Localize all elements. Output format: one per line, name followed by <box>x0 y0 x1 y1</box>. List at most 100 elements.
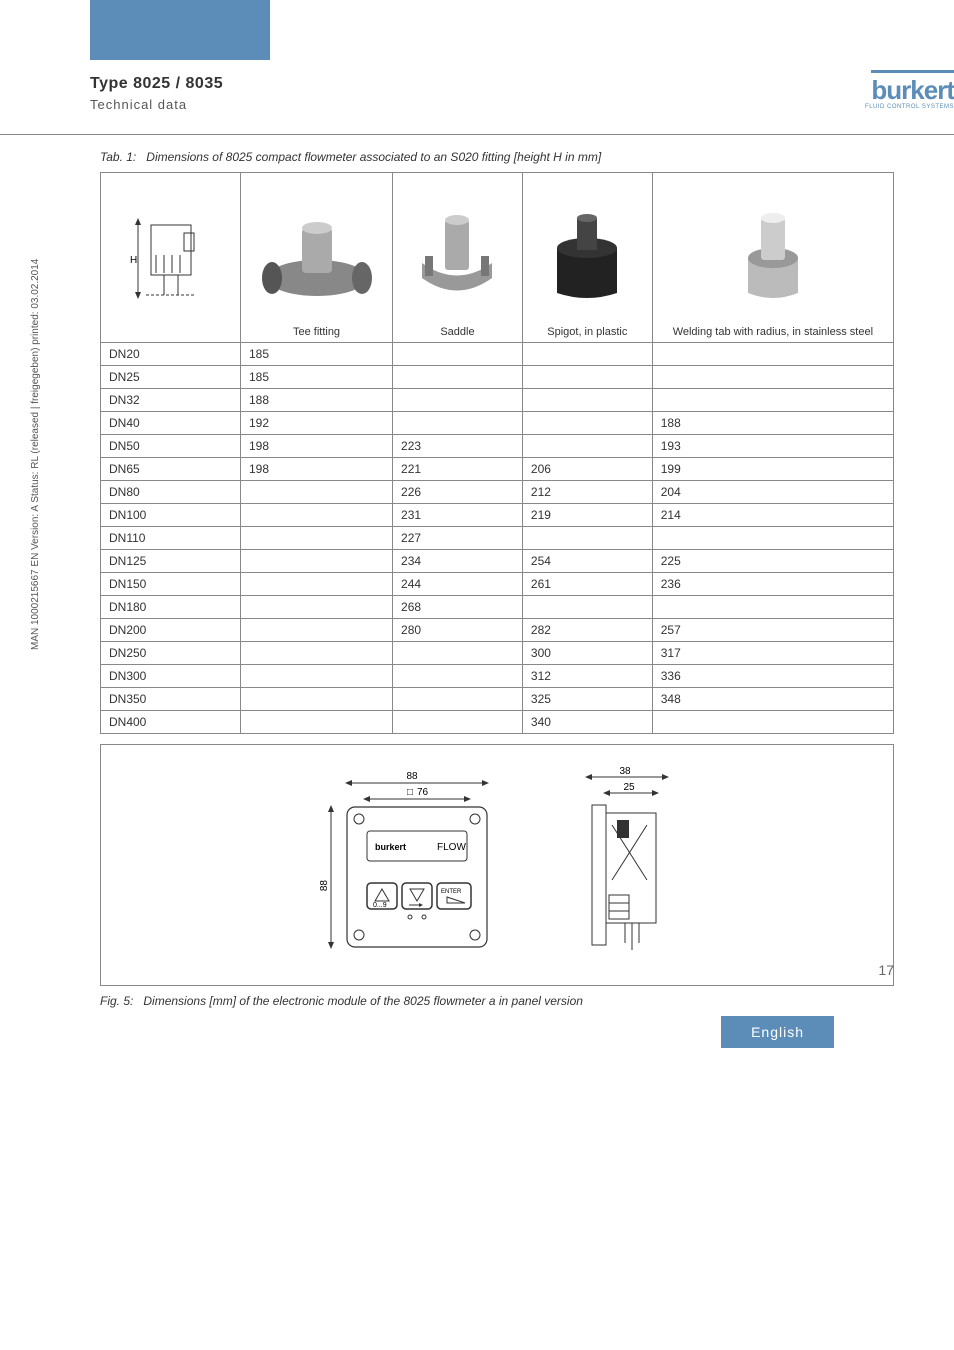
cell-dn: DN65 <box>101 458 241 481</box>
cell-saddle: 223 <box>393 435 523 458</box>
cell-weld: 236 <box>652 573 893 596</box>
cell-spigot <box>522 527 652 550</box>
cell-weld: 188 <box>652 412 893 435</box>
cell-tee <box>241 504 393 527</box>
cell-tee: 198 <box>241 458 393 481</box>
welding-tab-photo <box>661 198 885 318</box>
svg-text:0...9: 0...9 <box>373 902 387 909</box>
cell-dn: DN350 <box>101 688 241 711</box>
col-header-spigot: Spigot, in plastic <box>522 173 652 343</box>
cell-spigot: 312 <box>522 665 652 688</box>
brand-main: burkert <box>871 70 954 106</box>
cell-tee: 185 <box>241 343 393 366</box>
cell-saddle <box>393 389 523 412</box>
cell-dn: DN40 <box>101 412 241 435</box>
table-row: DN300 312336 <box>101 665 894 688</box>
cell-weld: 336 <box>652 665 893 688</box>
col-label-4: Welding tab with radius, in stainless st… <box>661 326 885 338</box>
cell-tee <box>241 573 393 596</box>
cell-tee <box>241 596 393 619</box>
cell-dn: DN125 <box>101 550 241 573</box>
cell-saddle <box>393 711 523 734</box>
type-title: Type 8025 / 8035 <box>90 75 223 93</box>
cell-dn: DN25 <box>101 366 241 389</box>
table-row: DN350325348 <box>101 688 894 711</box>
cell-tee: 192 <box>241 412 393 435</box>
brand-logo: burkert FLUID CONTROL SYSTEMS <box>865 70 954 110</box>
header-title-block: Type 8025 / 8035 Technical data <box>90 75 223 112</box>
table-row: DN80226212204 <box>101 481 894 504</box>
figure5-front-svg: 88 □ 76 burkert FLOW 0...9 ENTER <box>297 765 517 965</box>
cell-weld: 225 <box>652 550 893 573</box>
table-row: DN110227 <box>101 527 894 550</box>
cell-weld: 193 <box>652 435 893 458</box>
tee-fitting-photo <box>249 198 384 318</box>
cell-saddle <box>393 688 523 711</box>
cell-tee <box>241 642 393 665</box>
svg-text:burkert: burkert <box>375 842 406 852</box>
table-header-row: H Tee fitting <box>101 173 894 343</box>
page-header: Type 8025 / 8035 Technical data burkert … <box>0 0 954 120</box>
cell-saddle: 231 <box>393 504 523 527</box>
table1-caption-text: Dimensions of 8025 compact flowmeter ass… <box>146 150 601 164</box>
cell-spigot: 340 <box>522 711 652 734</box>
svg-text:FLOW: FLOW <box>437 842 466 853</box>
header-rule <box>0 134 954 135</box>
cell-spigot <box>522 435 652 458</box>
cell-saddle: 234 <box>393 550 523 573</box>
table-row: DN125 234254225 <box>101 550 894 573</box>
figure5-box: 88 □ 76 burkert FLOW 0...9 ENTER <box>100 744 894 986</box>
cell-spigot: 325 <box>522 688 652 711</box>
cell-saddle <box>393 343 523 366</box>
cell-dn: DN110 <box>101 527 241 550</box>
cell-dn: DN250 <box>101 642 241 665</box>
svg-text:88: 88 <box>319 880 330 892</box>
cell-tee <box>241 481 393 504</box>
cell-saddle: 244 <box>393 573 523 596</box>
cell-spigot: 254 <box>522 550 652 573</box>
cell-tee <box>241 711 393 734</box>
col-header-tee: Tee fitting <box>241 173 393 343</box>
cell-tee <box>241 688 393 711</box>
cell-dn: DN100 <box>101 504 241 527</box>
cell-tee: 188 <box>241 389 393 412</box>
cell-dn: DN200 <box>101 619 241 642</box>
cell-weld <box>652 366 893 389</box>
cell-saddle <box>393 366 523 389</box>
cell-tee <box>241 527 393 550</box>
cell-spigot <box>522 366 652 389</box>
cell-weld: 214 <box>652 504 893 527</box>
cell-spigot <box>522 343 652 366</box>
svg-text:76: 76 <box>417 787 429 798</box>
cell-weld: 199 <box>652 458 893 481</box>
cell-saddle: 221 <box>393 458 523 481</box>
table-row: DN200280282257 <box>101 619 894 642</box>
spigot-photo <box>531 198 644 318</box>
table-row: DN100231219214 <box>101 504 894 527</box>
cell-spigot: 212 <box>522 481 652 504</box>
svg-text:ENTER: ENTER <box>441 889 462 895</box>
cell-dn: DN300 <box>101 665 241 688</box>
cell-tee <box>241 619 393 642</box>
cell-saddle <box>393 642 523 665</box>
type-subtitle: Technical data <box>90 97 223 112</box>
table-row: DN20185 <box>101 343 894 366</box>
col-label-3: Spigot, in plastic <box>531 326 644 338</box>
table-row: DN400 340 <box>101 711 894 734</box>
cell-dn: DN400 <box>101 711 241 734</box>
table-row: DN65198221206199 <box>101 458 894 481</box>
cell-weld: 204 <box>652 481 893 504</box>
svg-text:38: 38 <box>619 766 631 777</box>
table-row: DN180268 <box>101 596 894 619</box>
cell-tee <box>241 665 393 688</box>
cell-spigot: 300 <box>522 642 652 665</box>
cell-weld <box>652 389 893 412</box>
col-label-2: Saddle <box>401 326 514 338</box>
cell-spigot <box>522 412 652 435</box>
svg-text:25: 25 <box>623 782 635 793</box>
cell-spigot: 282 <box>522 619 652 642</box>
cell-weld: 257 <box>652 619 893 642</box>
cell-spigot: 261 <box>522 573 652 596</box>
table-row: DN250300317 <box>101 642 894 665</box>
cell-dn: DN50 <box>101 435 241 458</box>
